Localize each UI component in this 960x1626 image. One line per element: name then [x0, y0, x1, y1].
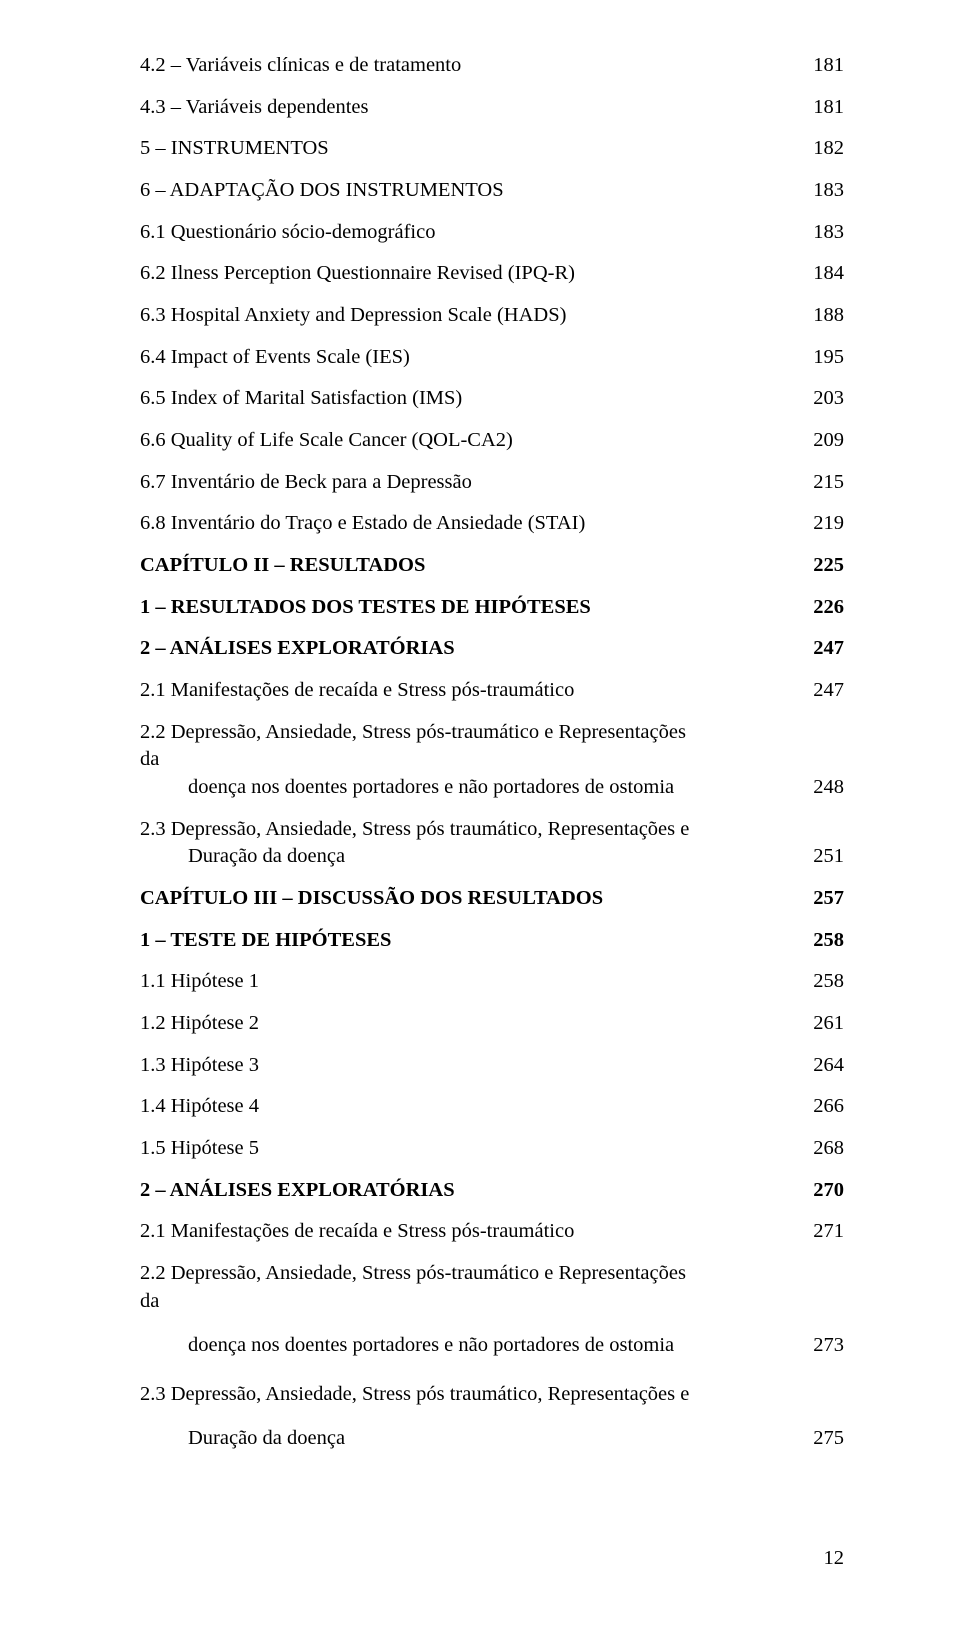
toc-entry-label: 1.4 Hipótese 4 — [140, 1093, 259, 1121]
toc-entry-label: 4.2 – Variáveis clínicas e de tratamento — [140, 52, 461, 80]
toc-entry-page: 248 — [789, 774, 844, 802]
toc-row: 2.3 Depressão, Ansiedade, Stress pós tra… — [140, 1381, 844, 1452]
toc-entry-page: 257 — [789, 885, 844, 913]
toc-row: 6.8 Inventário do Traço e Estado de Ansi… — [140, 510, 844, 538]
toc-entry-label: 1.1 Hipótese 1 — [140, 968, 259, 996]
toc-entry-label: CAPÍTULO III – DISCUSSÃO DOS RESULTADOS — [140, 885, 603, 913]
toc-entry-label: CAPÍTULO II – RESULTADOS — [140, 552, 425, 580]
toc-entry-label: 6.7 Inventário de Beck para a Depressão — [140, 469, 472, 497]
toc-entry-page: 268 — [789, 1135, 844, 1163]
toc-entry-label: 1.2 Hipótese 2 — [140, 1010, 259, 1038]
toc-entry-label: 6.4 Impact of Events Scale (IES) — [140, 344, 410, 372]
toc-row: CAPÍTULO III – DISCUSSÃO DOS RESULTADOS 2… — [140, 885, 844, 913]
toc-entry-label: 4.3 – Variáveis dependentes — [140, 94, 368, 122]
toc-entry-page: 258 — [789, 927, 844, 955]
toc-entry-label: 2.1 Manifestações de recaída e Stress pó… — [140, 1218, 574, 1246]
toc-row: 2.3 Depressão, Ansiedade, Stress pós tra… — [140, 816, 844, 871]
toc-row: 1 – RESULTADOS DOS TESTES DE HIPÓTESES 22… — [140, 594, 844, 622]
toc-list: 4.2 – Variáveis clínicas e de tratamento… — [140, 52, 844, 1453]
toc-entry-page: 226 — [789, 594, 844, 622]
toc-entry-label: 6.5 Index of Marital Satisfaction (IMS) — [140, 385, 462, 413]
toc-row: 6 – ADAPTAÇÃO DOS INSTRUMENTOS 183 — [140, 177, 844, 205]
toc-row: 5 – INSTRUMENTOS 182 — [140, 135, 844, 163]
toc-entry-label: 2.3 Depressão, Ansiedade, Stress pós tra… — [140, 816, 689, 871]
toc-entry-label: 2.2 Depressão, Ansiedade, Stress pós-tra… — [140, 1260, 700, 1359]
toc-entry-label-line2: doença nos doentes portadores e não port… — [140, 1332, 700, 1360]
toc-row: 1.3 Hipótese 3 264 — [140, 1052, 844, 1080]
toc-entry-page: 182 — [789, 135, 844, 163]
toc-entry-label-line2: Duração da doença — [140, 1425, 689, 1453]
toc-row: 6.6 Quality of Life Scale Cancer (QOL-CA… — [140, 427, 844, 455]
toc-row: 6.5 Index of Marital Satisfaction (IMS) 2… — [140, 385, 844, 413]
toc-entry-page: 251 — [789, 843, 844, 871]
toc-entry-label: 6 – ADAPTAÇÃO DOS INSTRUMENTOS — [140, 177, 504, 205]
toc-row: CAPÍTULO II – RESULTADOS 225 — [140, 552, 844, 580]
toc-entry-label: 2 – ANÁLISES EXPLORATÓRIAS — [140, 635, 455, 663]
toc-entry-page: 261 — [789, 1010, 844, 1038]
toc-entry-page: 203 — [789, 385, 844, 413]
toc-entry-page: 264 — [789, 1052, 844, 1080]
toc-row: 1.1 Hipótese 1 258 — [140, 968, 844, 996]
toc-entry-page: 181 — [789, 52, 844, 80]
toc-entry-label: 1 – TESTE DE HIPÓTESES — [140, 927, 391, 955]
toc-entry-label: 6.2 Ilness Perception Questionnaire Revi… — [140, 260, 575, 288]
toc-entry-page: 270 — [789, 1177, 844, 1205]
toc-row: 2.2 Depressão, Ansiedade, Stress pós-tra… — [140, 1260, 844, 1359]
toc-row: 6.7 Inventário de Beck para a Depressão 2… — [140, 469, 844, 497]
toc-row: 6.3 Hospital Anxiety and Depression Scal… — [140, 302, 844, 330]
toc-entry-label: 2 – ANÁLISES EXPLORATÓRIAS — [140, 1177, 455, 1205]
toc-entry-page: 273 — [789, 1332, 844, 1360]
toc-entry-label: 6.6 Quality of Life Scale Cancer (QOL-CA… — [140, 427, 513, 455]
toc-row: 1 – TESTE DE HIPÓTESES 258 — [140, 927, 844, 955]
toc-entry-page: 258 — [789, 968, 844, 996]
toc-row: 6.2 Ilness Perception Questionnaire Revi… — [140, 260, 844, 288]
toc-entry-label: 6.8 Inventário do Traço e Estado de Ansi… — [140, 510, 585, 538]
toc-entry-label: 2.2 Depressão, Ansiedade, Stress pós-tra… — [140, 719, 700, 802]
toc-row: 6.1 Questionário sócio-demográfico 183 — [140, 219, 844, 247]
toc-entry-label-line2: doença nos doentes portadores e não port… — [140, 774, 700, 802]
toc-row: 1.5 Hipótese 5 268 — [140, 1135, 844, 1163]
toc-entry-page: 215 — [789, 469, 844, 497]
toc-row: 6.4 Impact of Events Scale (IES) 195 — [140, 344, 844, 372]
toc-entry-page: 183 — [789, 177, 844, 205]
toc-entry-page: 195 — [789, 344, 844, 372]
toc-row: 2 – ANÁLISES EXPLORATÓRIAS 270 — [140, 1177, 844, 1205]
toc-entry-page: 271 — [789, 1218, 844, 1246]
toc-entry-page: 275 — [789, 1425, 844, 1453]
toc-entry-page: 219 — [789, 510, 844, 538]
toc-entry-label: 2.1 Manifestações de recaída e Stress pó… — [140, 677, 574, 705]
toc-entry-label: 1 – RESULTADOS DOS TESTES DE HIPÓTESES — [140, 594, 591, 622]
toc-entry-page: 183 — [789, 219, 844, 247]
toc-entry-page: 181 — [789, 94, 844, 122]
toc-entry-label: 6.1 Questionário sócio-demográfico — [140, 219, 435, 247]
toc-entry-label-line2: Duração da doença — [140, 843, 689, 871]
page-number: 12 — [824, 1547, 845, 1570]
toc-row: 4.3 – Variáveis dependentes 181 — [140, 94, 844, 122]
toc-entry-page: 225 — [789, 552, 844, 580]
toc-row: 2.1 Manifestações de recaída e Stress pó… — [140, 677, 844, 705]
toc-entry-label: 2.3 Depressão, Ansiedade, Stress pós tra… — [140, 1381, 689, 1452]
toc-page: 4.2 – Variáveis clínicas e de tratamento… — [0, 0, 960, 1626]
toc-entry-page: 188 — [789, 302, 844, 330]
toc-entry-page: 266 — [789, 1093, 844, 1121]
toc-entry-label: 6.3 Hospital Anxiety and Depression Scal… — [140, 302, 566, 330]
toc-entry-label: 5 – INSTRUMENTOS — [140, 135, 329, 163]
toc-row: 2.1 Manifestações de recaída e Stress pó… — [140, 1218, 844, 1246]
toc-row: 2.2 Depressão, Ansiedade, Stress pós-tra… — [140, 719, 844, 802]
toc-entry-label: 1.5 Hipótese 5 — [140, 1135, 259, 1163]
toc-row: 1.2 Hipótese 2 261 — [140, 1010, 844, 1038]
toc-entry-page: 209 — [789, 427, 844, 455]
toc-entry-page: 184 — [789, 260, 844, 288]
toc-entry-label: 1.3 Hipótese 3 — [140, 1052, 259, 1080]
toc-entry-page: 247 — [789, 635, 844, 663]
toc-row: 2 – ANÁLISES EXPLORATÓRIAS 247 — [140, 635, 844, 663]
toc-row: 1.4 Hipótese 4 266 — [140, 1093, 844, 1121]
toc-row: 4.2 – Variáveis clínicas e de tratamento… — [140, 52, 844, 80]
toc-entry-page: 247 — [789, 677, 844, 705]
